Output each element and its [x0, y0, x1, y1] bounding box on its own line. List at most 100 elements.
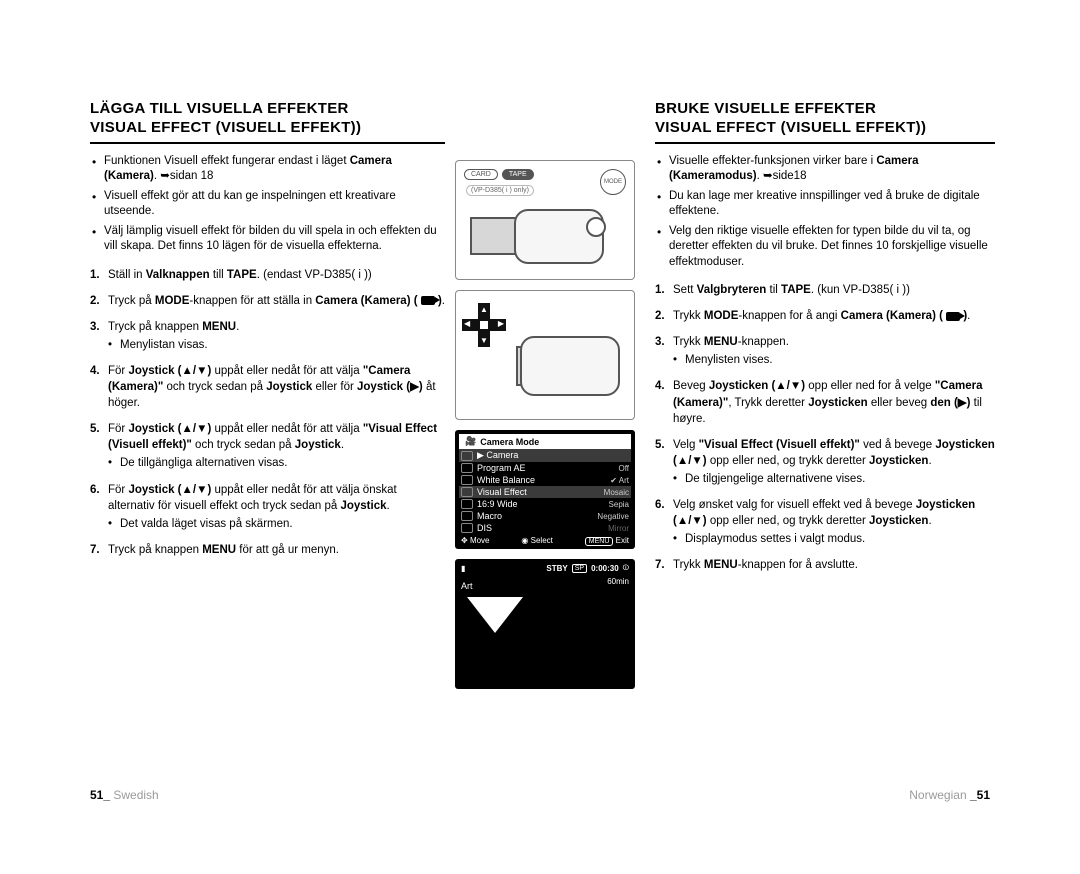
title-line-1: LÄGGA TILL VISUELLA EFFEKTER	[90, 100, 349, 117]
exit-hint: MENU Exit	[585, 536, 629, 545]
osd-menu-row: White Balance Art	[459, 474, 631, 486]
switch-labels: CARD TAPE	[464, 169, 534, 180]
center-figures: CARD TAPE MODE (VP-D385( i ) only) ▲ ▼ ◀…	[455, 160, 645, 689]
left-steps-list: 1.Ställ in Valknappen till TAPE. (endast…	[90, 267, 445, 558]
dpad-icon: ▲ ▼ ◀ ▶	[462, 303, 506, 347]
osd-menu-row: ▶ Camera	[459, 449, 631, 462]
step-item: 7.Tryck på knappen MENU för att gå ur me…	[90, 542, 445, 558]
step-subitem: De tillgängliga alternativen visas.	[108, 455, 445, 471]
menu-row-value: Mosaic	[604, 488, 629, 497]
footer-right: Norwegian _51	[909, 788, 990, 802]
step-subitem: Displaymodus settes i valgt modus.	[673, 531, 995, 547]
tape-icon: ⏼	[623, 563, 629, 573]
step-item: 2.Tryck på MODE-knappen för att ställa i…	[90, 293, 445, 309]
intro-item: Velg den riktige visuelle effekten for t…	[655, 224, 995, 271]
step-item: 4.Beveg Joysticken (▲/▼) opp eller ned f…	[655, 378, 995, 426]
menu-row-icon	[461, 475, 473, 485]
sp-badge: SP	[572, 564, 587, 573]
step-item: 6.Velg ønsket valg for visuell effekt ve…	[655, 497, 995, 547]
osd-menu-header: 🎥 Camera Mode	[459, 434, 631, 449]
osd-menu-row: DIS Mirror	[459, 522, 631, 534]
rec-time: 0:00:30	[591, 564, 619, 573]
step-item: 6.För Joystick (▲/▼) uppåt eller nedåt f…	[90, 482, 445, 532]
step-item: 5.Velg "Visual Effect (Visuell effekt)" …	[655, 437, 995, 487]
tape-pill: TAPE	[502, 169, 534, 180]
left-column: LÄGGA TILL VISUELLA EFFEKTER VISUAL EFFE…	[90, 100, 445, 568]
move-hint: ✥ Move	[461, 536, 490, 545]
camera-mode-icon: 🎥	[465, 436, 476, 447]
menu-row-icon	[461, 463, 473, 473]
menu-row-label: ▶ Camera	[477, 450, 625, 461]
remaining-min: 60min	[607, 577, 629, 586]
osd-menu: 🎥 Camera Mode ▶ CameraProgram AEOffWhite…	[455, 430, 635, 549]
menu-row-icon	[461, 487, 473, 497]
menu-row-label: DIS	[477, 523, 604, 533]
osd-menu-row: Visual Effect Mosaic	[459, 486, 631, 498]
battery-icon: ▮	[461, 564, 465, 573]
menu-row-value: Art	[610, 476, 629, 485]
camcorder-glyph-icon	[421, 296, 435, 305]
art-effect-graphic	[467, 597, 523, 633]
select-hint: ◉ Select	[521, 536, 552, 545]
left-rule	[90, 142, 445, 144]
menu-row-value: Negative	[597, 512, 629, 521]
right-rule	[655, 142, 995, 144]
osd-status-bar: ▮ STBY SP 0:00:30 ⏼	[461, 563, 629, 573]
mode-button-icon: MODE	[600, 169, 626, 195]
osd-menu-footer: ✥ Move ◉ Select MENU Exit	[459, 534, 631, 545]
menu-row-label: Visual Effect	[477, 487, 600, 497]
right-title: BRUKE VISUELLE EFFEKTER VISUAL EFFECT (V…	[655, 100, 995, 138]
card-pill: CARD	[464, 169, 498, 180]
title-line-2: VISUAL EFFECT (VISUELL EFFEKT))	[655, 119, 926, 136]
intro-item: Du kan lage mer kreative innspillinger v…	[655, 189, 995, 220]
step-item: 5.För Joystick (▲/▼) uppåt eller nedåt f…	[90, 421, 445, 471]
title-line-1: BRUKE VISUELLE EFFEKTER	[655, 100, 876, 117]
osd-menu-row: 16:9 WideSepia	[459, 498, 631, 510]
intro-item: Välj lämplig visuell effekt för bilden d…	[90, 224, 445, 255]
footer-left: 51_ Swedish	[90, 788, 159, 802]
camcorder-lens-icon	[586, 217, 606, 237]
model-note: (VP-D385( i ) only)	[466, 185, 534, 196]
menu-row-icon	[461, 451, 473, 461]
step-subitem: De tilgjengelige alternativene vises.	[673, 471, 995, 487]
menu-row-label: Program AE	[477, 463, 614, 473]
page-number-right: _51	[970, 788, 990, 802]
lang-left: Swedish	[113, 788, 158, 802]
step-subitem: Menylistan visas.	[108, 337, 445, 353]
menu-row-label: White Balance	[477, 475, 606, 485]
intro-item: Funktionen Visuell effekt fungerar endas…	[90, 154, 445, 185]
left-intro-list: Funktionen Visuell effekt fungerar endas…	[90, 154, 445, 255]
figure-camcorder-switch: CARD TAPE MODE (VP-D385( i ) only)	[455, 160, 635, 280]
effect-name-label: Art	[461, 581, 473, 591]
osd-menu-title: Camera Mode	[480, 437, 539, 447]
menu-row-icon	[461, 511, 473, 521]
intro-item: Visuell effekt gör att du kan ge inspeln…	[90, 189, 445, 220]
menu-row-value: Sepia	[609, 500, 629, 509]
menu-row-icon	[461, 523, 473, 533]
intro-item: Visuelle effekter-funksjonen virker bare…	[655, 154, 995, 185]
osd-menu-row: Program AE Off	[459, 462, 631, 474]
stby-label: STBY	[546, 564, 567, 573]
osd-menu-rows: ▶ CameraProgram AEOffWhite BalanceArtVis…	[459, 449, 631, 534]
camcorder-glyph-icon	[946, 312, 960, 321]
right-column: BRUKE VISUELLE EFFEKTER VISUAL EFFECT (V…	[655, 100, 995, 583]
manual-page: LÄGGA TILL VISUELLA EFFEKTER VISUAL EFFE…	[90, 100, 990, 800]
camcorder-body-icon	[520, 336, 620, 396]
page-number-left: 51_	[90, 788, 110, 802]
menu-row-value: Off	[618, 464, 629, 473]
step-item: 3.Trykk MENU-knappen.Menylisten vises.	[655, 334, 995, 368]
step-subitem: Det valda läget visas på skärmen.	[108, 516, 445, 532]
figure-camcorder-joystick: ▲ ▼ ◀ ▶	[455, 290, 635, 420]
menu-row-value: Mirror	[608, 524, 629, 533]
step-subitem: Menylisten vises.	[673, 352, 995, 368]
step-item: 1.Sett Valgbryteren til TAPE. (kun VP-D3…	[655, 282, 995, 298]
title-line-2: VISUAL EFFECT (VISUELL EFFEKT))	[90, 119, 361, 136]
menu-row-label: Macro	[477, 511, 593, 521]
left-title: LÄGGA TILL VISUELLA EFFEKTER VISUAL EFFE…	[90, 100, 445, 138]
step-item: 7.Trykk MENU-knappen for å avslutte.	[655, 557, 995, 573]
osd-preview-art: ▮ STBY SP 0:00:30 ⏼ 60min Art	[455, 559, 635, 689]
right-steps-list: 1.Sett Valgbryteren til TAPE. (kun VP-D3…	[655, 282, 995, 573]
step-item: 2.Trykk MODE-knappen for å angi Camera (…	[655, 308, 995, 324]
step-item: 4.För Joystick (▲/▼) uppåt eller nedåt f…	[90, 363, 445, 411]
right-intro-list: Visuelle effekter-funksjonen virker bare…	[655, 154, 995, 271]
